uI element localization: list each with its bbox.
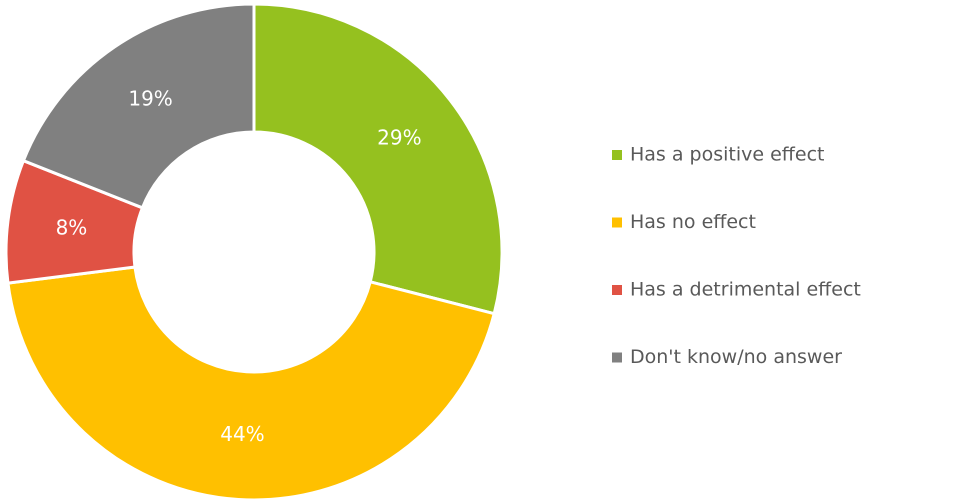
legend-swatch bbox=[612, 352, 622, 363]
legend-label: Has no effect bbox=[630, 211, 756, 233]
legend-swatch bbox=[612, 150, 622, 160]
donut-segment bbox=[6, 265, 497, 500]
donut-segment bbox=[252, 2, 504, 316]
legend-label: Has a detrimental effect bbox=[630, 279, 861, 301]
legend-swatch bbox=[612, 217, 622, 228]
legend-label: Has a positive effect bbox=[630, 144, 824, 166]
data-label: 29% bbox=[377, 126, 421, 150]
data-label: 8% bbox=[56, 215, 88, 239]
data-label: 19% bbox=[128, 86, 172, 110]
donut-segment bbox=[21, 2, 256, 210]
legend-swatch bbox=[612, 285, 622, 295]
data-label: 44% bbox=[220, 422, 264, 446]
legend-label: Don't know/no answer bbox=[630, 346, 842, 368]
